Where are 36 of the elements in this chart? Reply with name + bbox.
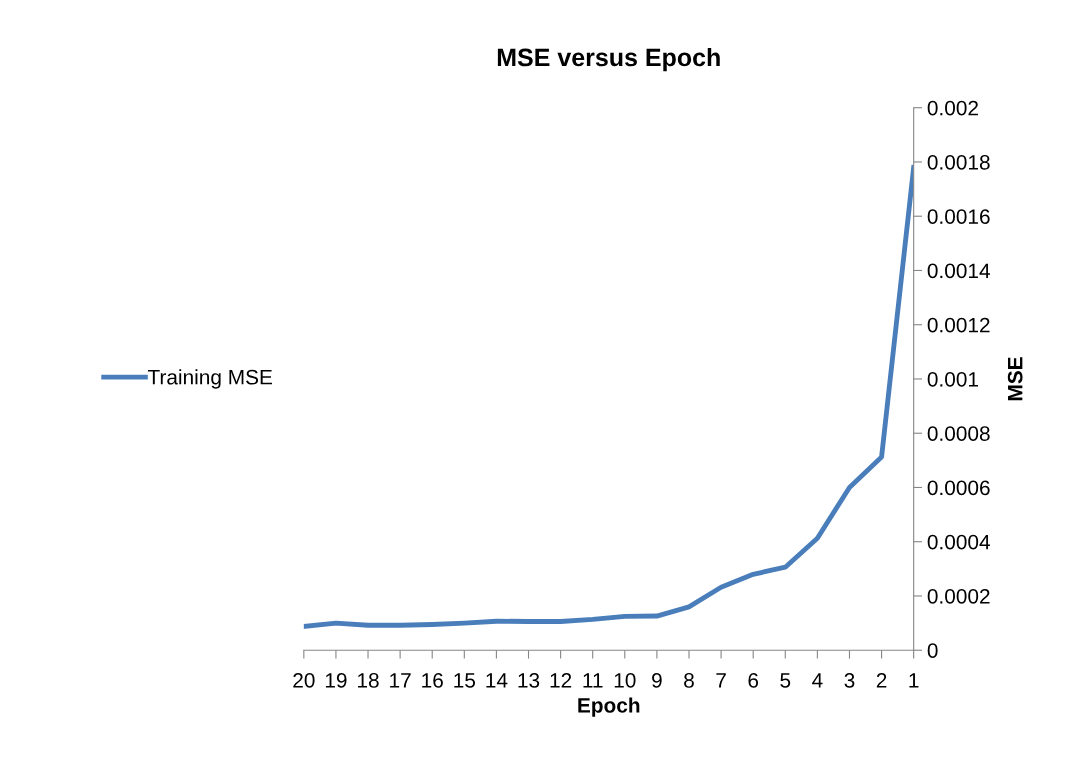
line-series — [303, 164, 914, 629]
y-tick-label: 0 — [927, 643, 938, 658]
y-tick-label: 0.002 — [927, 100, 978, 116]
x-tick-label: 18 — [358, 673, 379, 688]
x-tick-label: 20 — [293, 673, 315, 688]
x-tick-label: 9 — [652, 673, 662, 688]
y-axis-title: MSE — [1007, 357, 1023, 401]
x-tick-label: 8 — [684, 673, 694, 688]
y-tick-label: 0.001 — [927, 371, 978, 387]
x-tick-label: 5 — [780, 673, 791, 688]
chart-title: MSE versus Epoch — [497, 47, 720, 72]
x-tick-label: 4 — [812, 673, 823, 688]
x-tick-label: 15 — [454, 673, 476, 688]
legend-label: Training MSE — [147, 369, 272, 389]
x-tick-label: 6 — [748, 673, 759, 688]
x-tick-label: 12 — [550, 673, 572, 688]
x-tick-label: 3 — [844, 673, 855, 688]
x-tick-label: 2 — [876, 673, 887, 688]
y-tick-label: 0.0014 — [927, 263, 990, 279]
x-tick-label: 16 — [422, 673, 443, 688]
y-tick-label: 0.0004 — [927, 534, 990, 550]
y-tick-label: 0.0018 — [927, 154, 990, 170]
x-tick-label: 7 — [716, 673, 726, 688]
x-axis-title: Epoch — [578, 697, 640, 717]
x-tick-label: 14 — [486, 673, 508, 688]
y-tick-label: 0.0012 — [927, 317, 990, 333]
y-tick-label: 0.0002 — [927, 588, 990, 604]
x-tick-label: 17 — [390, 673, 411, 688]
x-tick-label: 10 — [614, 673, 636, 688]
y-tick-label: 0.0006 — [927, 480, 990, 496]
y-tick-label: 0.0008 — [927, 426, 990, 441]
x-tick-label: 1 — [909, 673, 919, 688]
x-tick-label: 19 — [325, 673, 347, 688]
x-tick-label: 11 — [583, 673, 603, 688]
y-tick-label: 0.0016 — [927, 209, 990, 224]
x-tick-label: 13 — [518, 673, 540, 688]
